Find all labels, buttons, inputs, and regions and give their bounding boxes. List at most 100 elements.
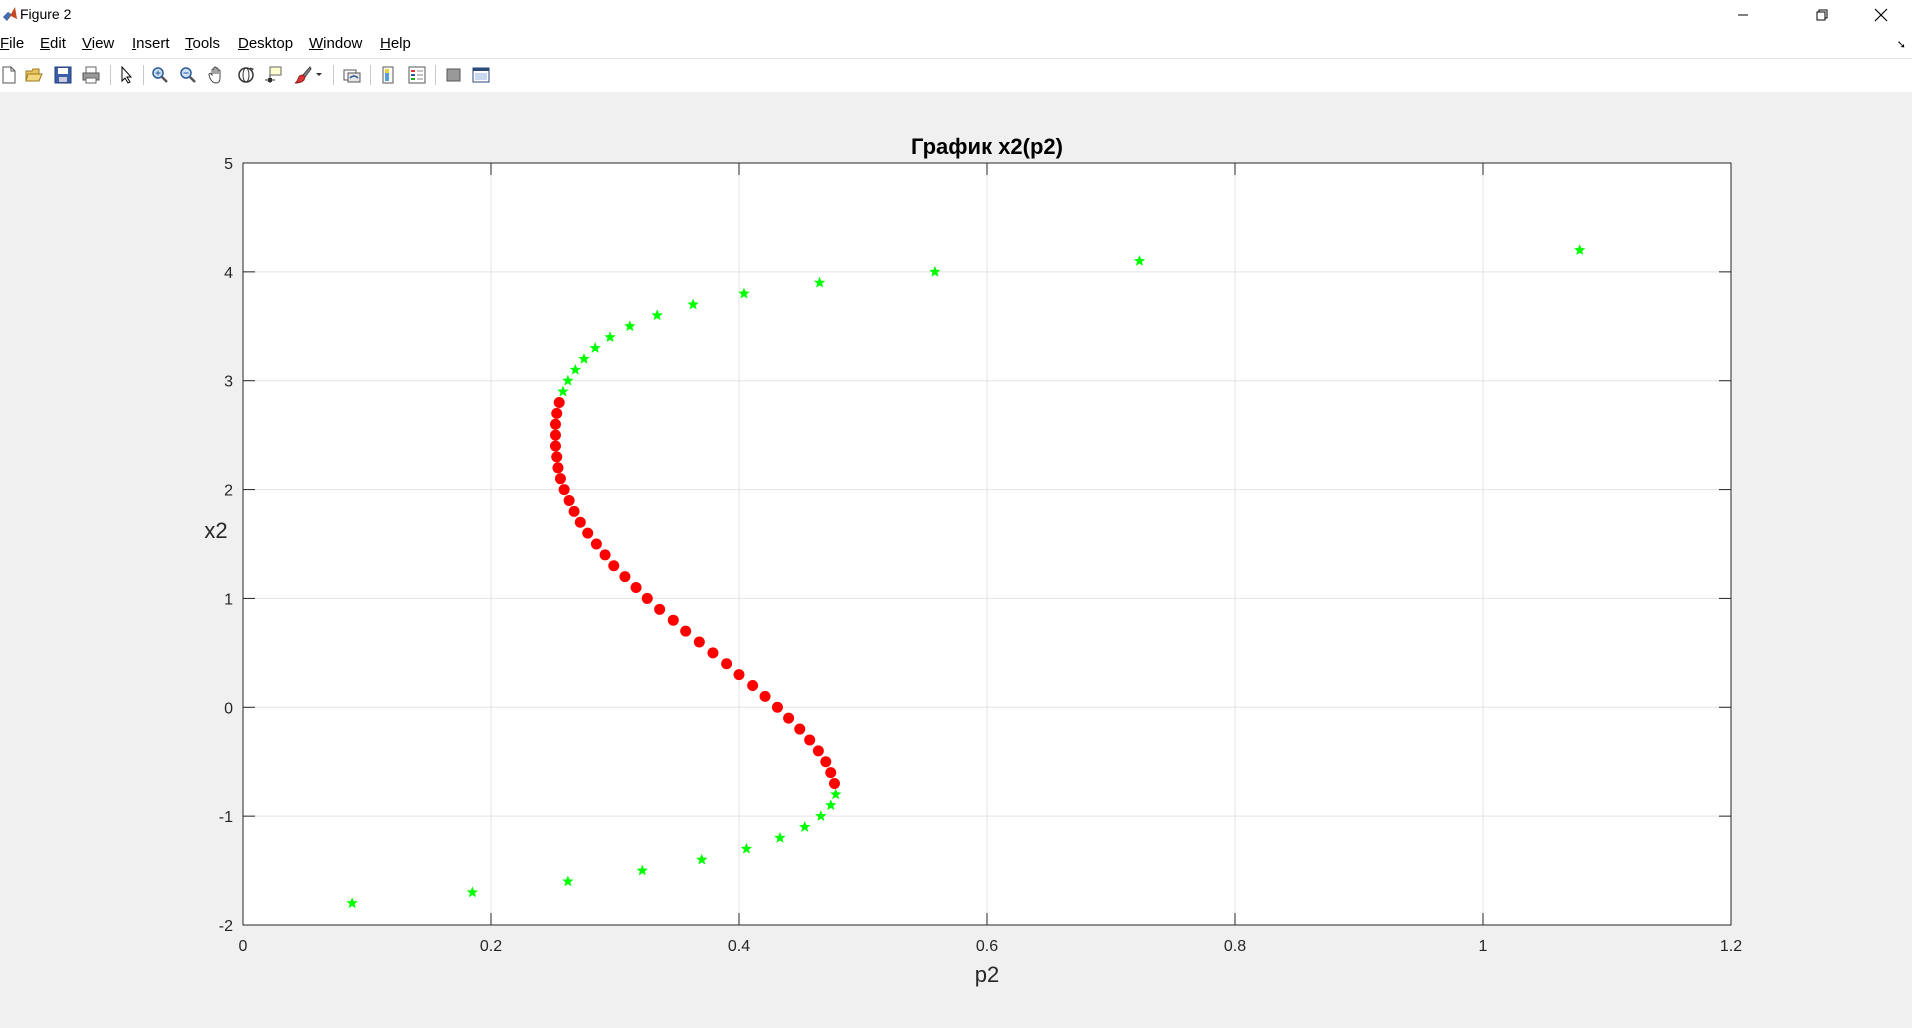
x-tick-label: 1 <box>1479 938 1488 955</box>
data-point-circle <box>733 669 745 681</box>
menu-insert[interactable]: Insert <box>132 35 170 52</box>
menu-bar: File Edit View Insert Tools Desktop Wind… <box>0 30 1912 58</box>
data-point-circle <box>794 723 806 735</box>
window-title-bar: Figure 2 <box>0 0 1912 30</box>
data-point-circle <box>568 505 580 517</box>
toolbar-separator <box>110 65 111 85</box>
menu-window[interactable]: Window <box>309 35 363 52</box>
menu-tools[interactable]: Tools <box>185 35 221 52</box>
rotate-3d-icon[interactable] <box>235 64 257 86</box>
restore-icon <box>1816 9 1828 21</box>
data-point-circle <box>590 538 602 550</box>
insert-colorbar-icon[interactable] <box>378 64 400 86</box>
dock-figure-icon[interactable]: ➘ <box>1896 39 1906 51</box>
data-point-circle <box>828 777 840 789</box>
save-icon[interactable] <box>52 64 74 86</box>
y-tick-labels: -2 -1 0 1 2 3 4 5 <box>219 156 233 935</box>
brush-icon[interactable] <box>292 64 314 86</box>
data-point-circle <box>771 701 783 713</box>
data-point-circle <box>563 494 575 506</box>
data-point-circle <box>667 614 679 626</box>
matlab-logo-icon <box>3 7 17 21</box>
hide-plot-tools-icon[interactable] <box>443 64 465 86</box>
data-point-circle <box>553 396 565 408</box>
data-point-star <box>1133 254 1146 266</box>
data-point-star <box>636 864 648 876</box>
data-point-circle <box>558 484 570 496</box>
restore-button[interactable] <box>1799 0 1845 30</box>
x-tick-label: 0.8 <box>1224 938 1246 955</box>
data-point-star <box>557 385 569 397</box>
brush-dropdown-icon[interactable] <box>314 64 324 86</box>
chart-title: График x2(p2) <box>911 134 1063 159</box>
menu-edit[interactable]: Edit <box>40 35 66 52</box>
data-point-star <box>815 810 827 821</box>
grid-lines <box>243 163 1731 925</box>
open-file-icon[interactable] <box>23 64 45 86</box>
data-point-star <box>825 799 837 811</box>
x-tick-label: 1.2 <box>1720 938 1742 955</box>
show-plot-tools-icon[interactable] <box>470 64 492 86</box>
data-point-circle <box>747 680 759 692</box>
menu-file[interactable]: File <box>0 35 25 52</box>
data-point-circle <box>693 636 705 648</box>
data-point-star <box>578 352 590 364</box>
data-point-circle <box>549 429 561 441</box>
data-point-circle <box>551 451 563 463</box>
menu-desktop[interactable]: Desktop <box>238 35 294 52</box>
data-point-circle <box>721 658 733 670</box>
data-point-star <box>651 309 663 321</box>
data-point-circle <box>630 582 642 594</box>
menu-view[interactable]: View <box>82 35 115 52</box>
minimize-icon <box>1738 14 1748 16</box>
data-point-circle <box>825 767 837 779</box>
menu-help[interactable]: Help <box>380 35 411 52</box>
data-point-circle <box>599 549 611 561</box>
edit-plot-icon[interactable] <box>116 64 138 86</box>
data-point-star <box>799 821 811 832</box>
data-point-circle <box>549 440 561 452</box>
data-point-star <box>774 831 786 843</box>
data-point-circle <box>619 571 631 583</box>
x-axis-label: p2 <box>975 962 999 987</box>
data-point-star <box>466 886 479 898</box>
x-tick-label: 0 <box>239 938 248 955</box>
toolbar-separator <box>370 65 371 85</box>
x-tick-label: 0.6 <box>976 938 998 955</box>
data-point-circle <box>707 647 719 659</box>
toolbar-separator <box>435 65 436 85</box>
toolbar-separator <box>143 65 144 85</box>
data-point-star <box>687 298 699 310</box>
data-point-circle <box>804 734 816 746</box>
print-icon[interactable] <box>80 64 102 86</box>
y-tick-label: -2 <box>219 918 233 935</box>
data-point-star <box>604 331 616 343</box>
minimize-button[interactable] <box>1720 0 1766 30</box>
zoom-out-icon[interactable] <box>177 64 199 86</box>
link-plot-icon[interactable] <box>341 64 363 86</box>
data-point-circle <box>654 603 666 615</box>
y-tick-label: 0 <box>224 700 233 717</box>
data-point-circle <box>549 418 561 430</box>
data-point-circle <box>574 516 586 528</box>
figure-toolbar <box>0 58 1912 93</box>
data-point-circle <box>582 527 594 539</box>
data-point-star <box>1574 244 1586 255</box>
close-icon <box>1874 8 1888 22</box>
zoom-in-icon[interactable] <box>149 64 171 86</box>
data-point-star <box>813 276 826 288</box>
data-point-star <box>346 897 358 909</box>
x-tick-labels: 0 0.2 0.4 0.6 0.8 1 1.2 <box>239 938 1743 955</box>
data-cursor-icon[interactable] <box>262 64 284 86</box>
x-tick-label: 0.2 <box>480 938 502 955</box>
close-button[interactable] <box>1858 0 1904 30</box>
insert-legend-icon[interactable] <box>406 64 428 86</box>
y-tick-label: 5 <box>224 156 233 173</box>
toolbar-separator <box>333 65 334 85</box>
data-point-circle <box>812 745 824 757</box>
data-point-star <box>562 374 574 386</box>
data-point-circle <box>783 712 795 724</box>
new-figure-icon[interactable] <box>0 64 20 86</box>
pan-icon[interactable] <box>205 64 227 86</box>
data-point-circle <box>554 473 566 485</box>
